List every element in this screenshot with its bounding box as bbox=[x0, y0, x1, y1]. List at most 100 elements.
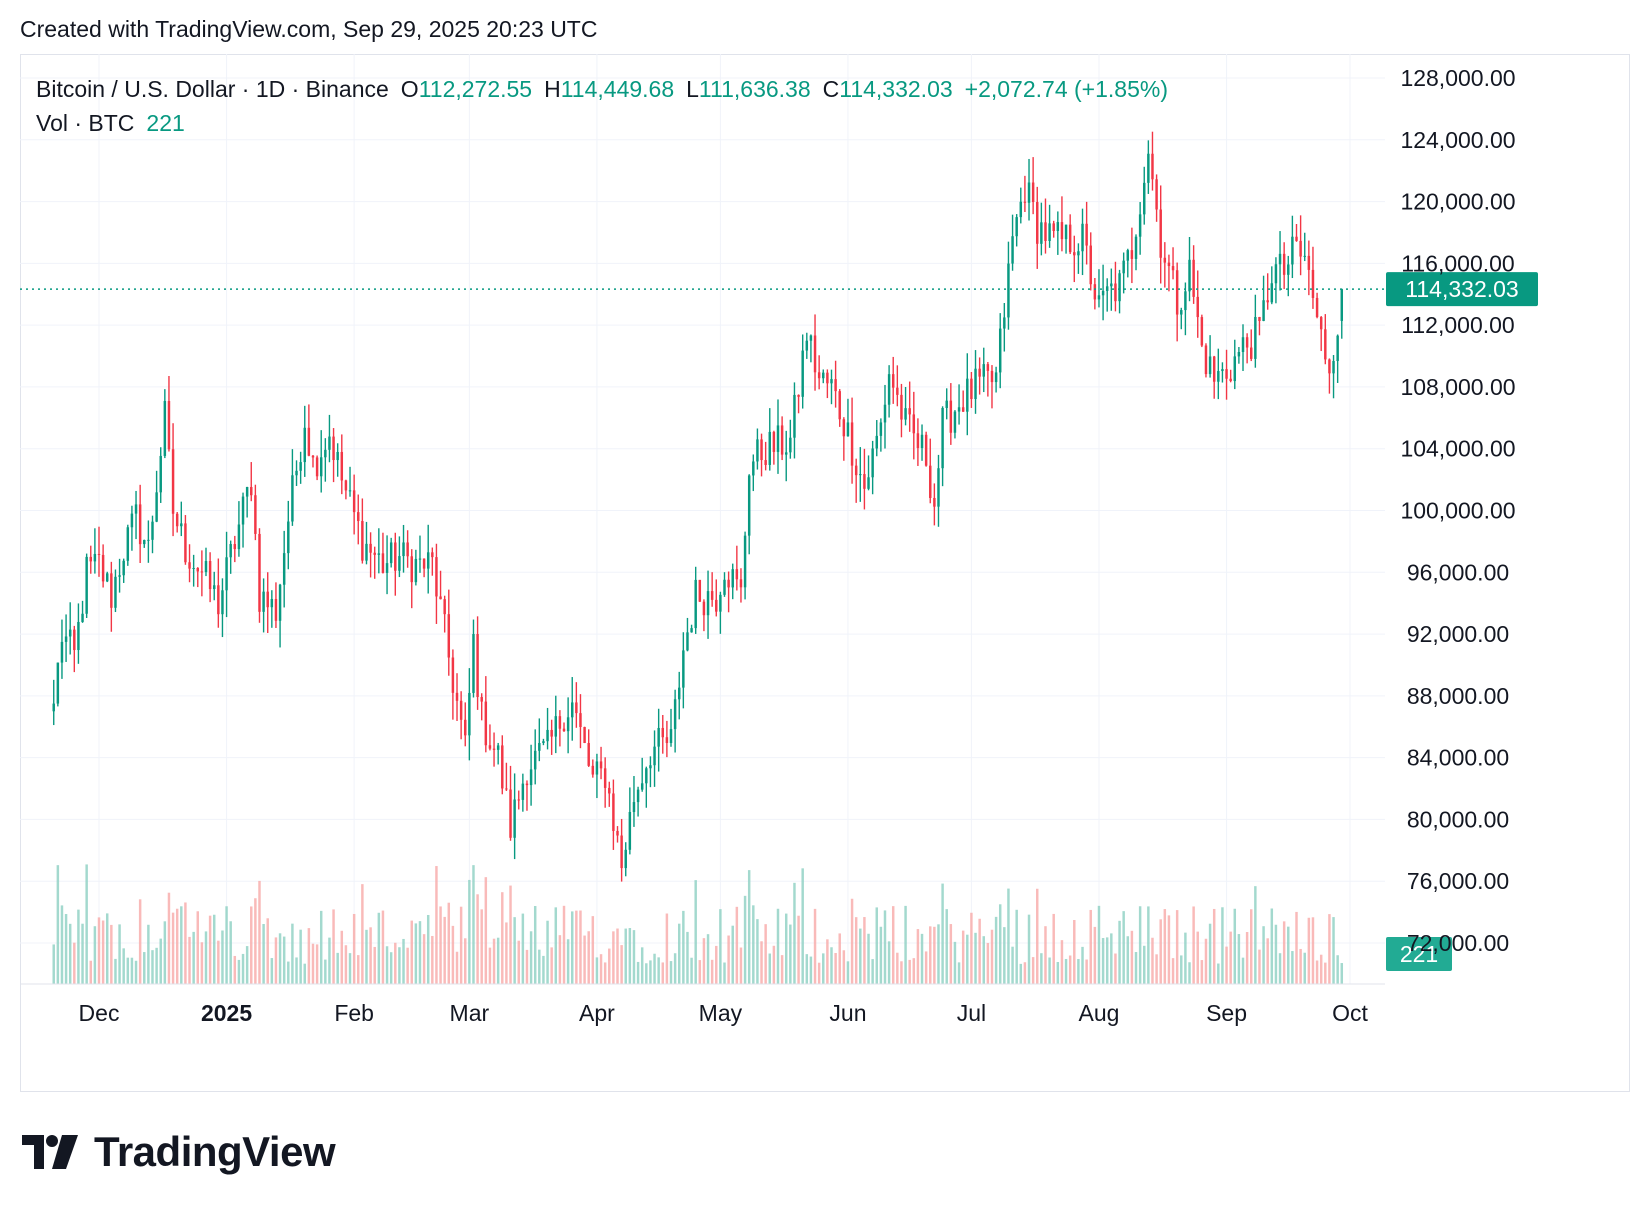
candle-body bbox=[1262, 300, 1265, 321]
candle-body bbox=[1295, 236, 1298, 241]
volume-bar bbox=[1007, 888, 1010, 984]
candle-body bbox=[805, 340, 809, 351]
volume-bar bbox=[1319, 954, 1323, 984]
candle-body bbox=[1048, 223, 1051, 241]
volume-bar bbox=[529, 931, 533, 984]
volume-bar bbox=[743, 895, 747, 984]
volume-bar bbox=[1229, 931, 1232, 984]
volume-bar bbox=[776, 908, 780, 984]
close-label: C bbox=[822, 76, 840, 102]
volume-bar bbox=[517, 940, 520, 984]
candle-body bbox=[1217, 371, 1220, 382]
candle-body bbox=[278, 584, 282, 621]
candle-body bbox=[661, 727, 665, 738]
candle-body bbox=[155, 492, 158, 522]
volume-bar bbox=[620, 945, 623, 984]
volume-bar bbox=[56, 865, 60, 984]
volume-bar bbox=[1118, 920, 1121, 984]
candle-body bbox=[369, 543, 372, 553]
volume-bar bbox=[797, 915, 800, 984]
candle-body bbox=[867, 477, 870, 489]
volume-bar bbox=[1064, 958, 1068, 984]
candle-body bbox=[250, 487, 253, 496]
candle-body bbox=[52, 703, 55, 712]
volume-bar bbox=[949, 924, 953, 984]
volume-bar bbox=[204, 931, 208, 984]
current-volume-label: 221 bbox=[1400, 941, 1438, 967]
candle-body bbox=[871, 448, 874, 478]
candle-body bbox=[587, 743, 590, 766]
x-tick-label: May bbox=[699, 1000, 743, 1026]
volume-bar bbox=[636, 961, 640, 984]
x-tick-label: Sep bbox=[1206, 1000, 1247, 1026]
candle-body bbox=[599, 761, 603, 769]
x-tick-label: Jul bbox=[957, 1000, 986, 1026]
candle-body bbox=[904, 408, 907, 420]
volume-bar bbox=[315, 944, 319, 984]
candle-body bbox=[1254, 316, 1257, 359]
candle-body bbox=[1003, 317, 1006, 329]
candle-body bbox=[1023, 201, 1027, 203]
volume-bar bbox=[422, 934, 426, 984]
volume-bar bbox=[731, 925, 734, 984]
candle-body bbox=[994, 372, 998, 383]
volume-bar bbox=[365, 929, 368, 984]
candle-body bbox=[842, 419, 846, 437]
x-tick-label: Apr bbox=[579, 1000, 615, 1026]
volume-bar bbox=[961, 930, 965, 984]
volume-bar bbox=[1081, 946, 1084, 984]
candle-body bbox=[1011, 236, 1014, 264]
volume-bar bbox=[1225, 946, 1228, 984]
volume-bar bbox=[706, 934, 710, 984]
candle-body bbox=[579, 713, 582, 728]
volume-bar bbox=[180, 906, 183, 984]
candle-body bbox=[673, 699, 677, 730]
volume-bar bbox=[509, 885, 512, 984]
volume-bar bbox=[715, 945, 718, 984]
volume-bar bbox=[435, 866, 438, 984]
candle-body bbox=[402, 542, 405, 557]
volume-bar bbox=[653, 953, 656, 984]
candle-body bbox=[159, 455, 162, 493]
candle-body bbox=[525, 783, 529, 786]
volume-bar bbox=[496, 937, 500, 984]
candle-body bbox=[896, 387, 899, 395]
volume-bar bbox=[319, 910, 323, 984]
candle-body bbox=[1007, 263, 1010, 318]
volume-bar bbox=[850, 898, 854, 984]
candle-body bbox=[315, 457, 319, 477]
volume-bar bbox=[970, 912, 973, 984]
candle-body bbox=[863, 474, 866, 489]
candle-body bbox=[295, 470, 298, 476]
volume-bar bbox=[1003, 927, 1006, 984]
candle-body bbox=[1278, 253, 1282, 265]
volume-bar bbox=[143, 952, 146, 984]
volume-bar bbox=[361, 884, 364, 984]
volume-bar bbox=[682, 910, 685, 984]
volume-bar bbox=[245, 946, 249, 984]
candle-body bbox=[414, 558, 418, 583]
candle-body bbox=[365, 543, 368, 561]
candle-body bbox=[776, 425, 780, 452]
volume-bar bbox=[1163, 909, 1167, 984]
volume-bar bbox=[994, 916, 998, 984]
x-tick-label: Aug bbox=[1079, 1000, 1120, 1026]
volume-bar bbox=[291, 923, 294, 984]
candle-body bbox=[891, 374, 895, 388]
candle-body bbox=[966, 378, 969, 412]
volume-bar bbox=[1101, 938, 1105, 984]
candle-body bbox=[1250, 347, 1253, 359]
volume-bar bbox=[1307, 917, 1311, 984]
candle-body bbox=[562, 728, 566, 732]
volume-bar bbox=[533, 906, 537, 984]
candle-body bbox=[636, 789, 640, 803]
candle-body bbox=[583, 727, 586, 744]
candle-body bbox=[105, 573, 109, 582]
tradingview-logo-icon bbox=[22, 1135, 78, 1169]
candle-body bbox=[538, 742, 541, 751]
volume-bar bbox=[1105, 937, 1109, 984]
candle-body bbox=[912, 414, 916, 434]
volume-bar bbox=[1027, 914, 1031, 984]
candle-body bbox=[348, 490, 352, 492]
